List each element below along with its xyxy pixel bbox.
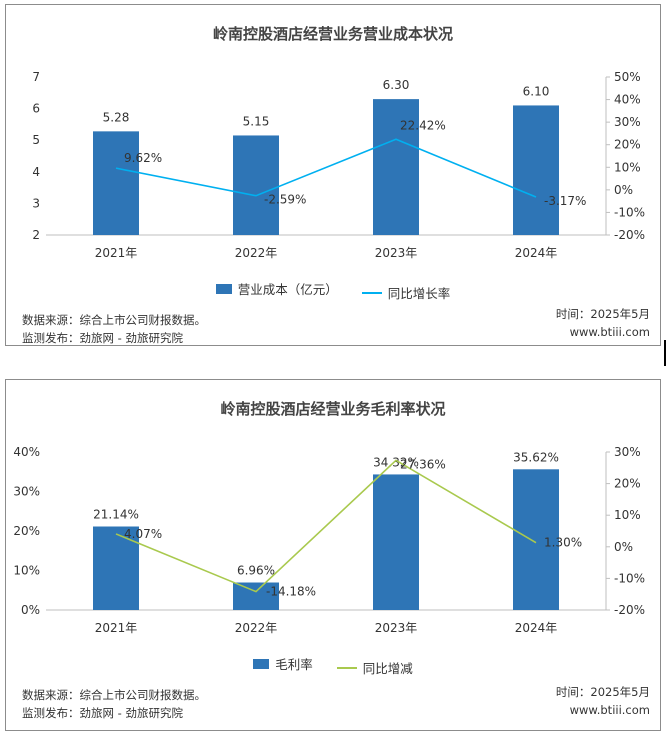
line-value-label: 1.30% xyxy=(544,536,582,550)
site-text: www.btiii.com xyxy=(569,325,650,339)
right-axis-tick-label: 30% xyxy=(614,445,641,459)
margin-chart-svg: 40% 30% 20% 10% 0% 30% 20% 10% 0% -10% -20% 2021年 20… xyxy=(13,445,645,635)
right-axis-tick-label: 30% xyxy=(614,115,641,129)
left-axis-tick-label: 7 xyxy=(32,70,40,84)
left-axis-tick-label: 0% xyxy=(21,603,40,617)
publisher-text: 监测发布：劲旅网 - 劲旅研究院 xyxy=(22,331,183,345)
bar-value-label: 6.10 xyxy=(523,84,550,98)
legend-line-label: 同比增减 xyxy=(362,661,413,676)
growth-line xyxy=(115,459,537,593)
left-axis-tick-label: 4 xyxy=(32,165,40,179)
bar xyxy=(513,105,559,235)
x-axis-category-label: 2022年 xyxy=(235,246,278,260)
legend-item-line: 同比增长率 xyxy=(361,283,451,302)
left-axis-tick-label: 30% xyxy=(13,485,40,499)
right-axis-tick-label: -10% xyxy=(614,205,645,219)
x-axis-category-label: 2023年 xyxy=(375,621,418,635)
right-axis-tick-label: 20% xyxy=(614,477,641,491)
chart-footer-source: 数据来源：综合上市公司财报数据。 监测发布：劲旅网 - 劲旅研究院 xyxy=(22,686,206,722)
x-axis-category-label: 2024年 xyxy=(515,621,558,635)
chart-footer-date: 时间：2025年5月 www.btiii.com xyxy=(556,305,650,341)
chart-footer-source: 数据来源：综合上市公司财报数据。 监测发布：劲旅网 - 劲旅研究院 xyxy=(22,311,206,347)
date-text: 时间：2025年5月 xyxy=(555,685,650,699)
legend-bar-swatch xyxy=(215,283,232,294)
x-axis-category-label: 2022年 xyxy=(235,621,278,635)
right-axis-tick-label: -10% xyxy=(614,571,645,585)
line-value-label: 4.07% xyxy=(124,527,162,541)
bar xyxy=(233,582,279,610)
line-value-label: 9.62% xyxy=(124,151,162,165)
left-axis-tick-label: 10% xyxy=(13,564,40,578)
line-value-label: -2.59% xyxy=(264,193,306,207)
chart-footer-date: 时间：2025年5月 www.btiii.com xyxy=(556,683,650,719)
growth-line xyxy=(115,138,537,198)
bar-value-label: 6.96% xyxy=(237,564,275,578)
right-axis-tick-label: 50% xyxy=(614,70,641,84)
left-axis-tick-label: 5 xyxy=(32,133,40,147)
line-value-label: -3.17% xyxy=(544,194,586,208)
legend-line-swatch xyxy=(336,666,357,669)
legend-line-label: 同比增长率 xyxy=(387,286,451,301)
bar xyxy=(373,474,419,610)
legend-line-swatch xyxy=(361,291,382,294)
cost-chart-panel: 岭南控股酒店经营业务营业成本状况 7 6 5 4 3 2 50% 40% 30% 20% 10% 0%… xyxy=(5,4,661,346)
chart-legend: 营业成本（亿元） 同比增长率 xyxy=(6,279,660,302)
right-axis-tick-label: 10% xyxy=(614,160,641,174)
left-axis-tick-label: 2 xyxy=(32,228,40,242)
x-axis-category-label: 2024年 xyxy=(515,246,558,260)
right-axis-tick-label: 0% xyxy=(614,540,633,554)
right-axis-tick-label: -20% xyxy=(614,603,645,617)
legend-bar-label: 营业成本（亿元） xyxy=(237,282,338,297)
legend-item-bar: 营业成本（亿元） xyxy=(215,279,338,298)
site-text: www.btiii.com xyxy=(569,703,650,717)
bar xyxy=(373,99,419,236)
chart-title: 岭南控股酒店经营业务毛利率状况 xyxy=(220,400,446,418)
left-axis-tick-label: 3 xyxy=(32,196,40,210)
right-axis-tick-label: 0% xyxy=(614,183,633,197)
divider-mark xyxy=(664,340,666,366)
legend-item-bar: 毛利率 xyxy=(253,654,313,673)
bar xyxy=(513,469,559,610)
source-text: 数据来源：综合上市公司财报数据。 xyxy=(22,688,206,702)
left-axis-tick-label: 6 xyxy=(32,102,40,116)
legend-bar-label: 毛利率 xyxy=(275,657,313,672)
publisher-text: 监测发布：劲旅网 - 劲旅研究院 xyxy=(22,706,183,720)
bar-value-label: 6.30 xyxy=(383,78,410,92)
chart-title: 岭南控股酒店经营业务营业成本状况 xyxy=(212,25,453,43)
bar-value-label: 5.15 xyxy=(243,114,270,128)
bar-value-label: 34.32% xyxy=(373,455,419,469)
right-axis-tick-label: -20% xyxy=(614,228,645,242)
right-axis-tick-label: 40% xyxy=(614,93,641,107)
bar xyxy=(93,131,139,235)
x-axis-category-label: 2023年 xyxy=(375,246,418,260)
x-axis-category-label: 2021年 xyxy=(95,246,138,260)
bar-value-label: 5.28 xyxy=(103,110,130,124)
line-value-label: 22.42% xyxy=(400,118,446,132)
right-axis-tick-label: 20% xyxy=(614,138,641,152)
chart-legend: 毛利率 同比增减 xyxy=(6,654,660,677)
bar-value-label: 35.62% xyxy=(513,450,559,464)
bar xyxy=(233,135,279,235)
line-value-label: -14.18% xyxy=(266,585,316,599)
bar-value-label: 21.14% xyxy=(93,507,139,521)
legend-bar-swatch xyxy=(253,658,270,669)
margin-chart-panel: 岭南控股酒店经营业务毛利率状况 40% 30% 20% 10% 0% 30% 20% 10% 0… xyxy=(5,379,661,731)
right-axis-tick-label: 10% xyxy=(614,508,641,522)
cost-chart-svg: 7 6 5 4 3 2 50% 40% 30% 20% 10% 0% -10% -20% 2021年 2022… xyxy=(32,70,645,260)
date-text: 时间：2025年5月 xyxy=(555,307,650,321)
left-axis-tick-label: 20% xyxy=(13,524,40,538)
source-text: 数据来源：综合上市公司财报数据。 xyxy=(22,313,206,327)
x-axis-category-label: 2021年 xyxy=(95,621,138,635)
legend-item-line: 同比增减 xyxy=(336,658,413,677)
line-value-label: 27.36% xyxy=(400,457,446,471)
left-axis-tick-label: 40% xyxy=(13,445,40,459)
